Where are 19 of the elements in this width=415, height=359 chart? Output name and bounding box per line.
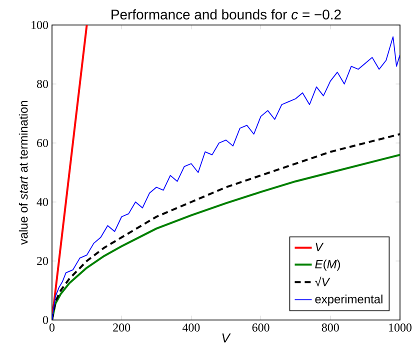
y-tick-label: 60 [37,138,48,148]
x-tick-label: 400 [182,324,200,332]
x-tick-label: 0 [49,324,55,332]
y-tick-label: 100 [32,20,48,30]
chart-title: Performance and bounds for c = −0.2 [112,9,341,20]
legend-label: V [316,242,324,252]
x-tick-label: 800 [322,324,339,332]
legend-label: √V [315,276,330,286]
y-tick-label: 0 [42,316,48,324]
legend-label: experimental [315,294,382,306]
x-axis-title: V [222,333,231,342]
x-tick-label: 1000 [389,324,412,332]
y-tick-label: 80 [36,80,48,88]
legend-label: E(M) [315,260,340,271]
x-tick-label: 600 [252,324,270,332]
x-tick-label: 200 [113,324,130,332]
y-tick-label: 20 [37,256,48,266]
y-tick-label: 40 [36,198,48,206]
y-axis-title: value of start at termination [18,100,28,245]
